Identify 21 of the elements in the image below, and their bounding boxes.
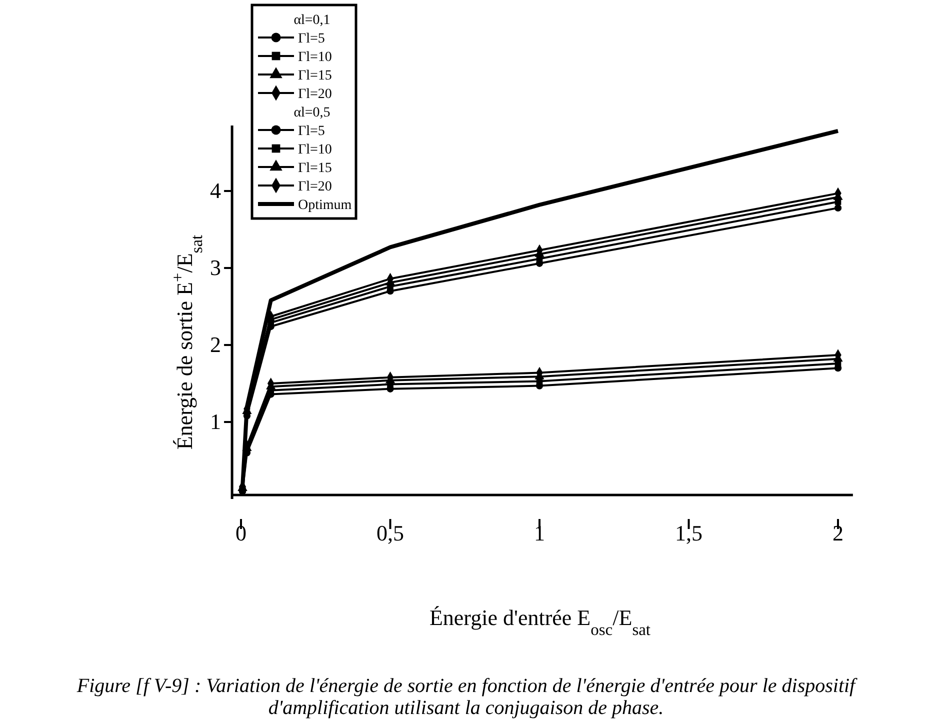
text: Figure [f V-9] : Variation de l'énergie de sortie en fonction de l'énergie d'entrée pour le dispositif d'amplification utilisant la conjugaison de phase. [76,675,858,719]
y-tick-label: 1 [210,409,222,434]
legend-label: Γl=10 [298,142,332,158]
text: αl=0,1 [294,13,330,28]
y-tick-label: 4 [210,178,222,204]
x-tick-label: 1,5 [675,520,702,546]
y-tick-label: 3 [210,255,222,280]
legend-label: Γl=5 [298,32,325,46]
x-tick-label: 0,5 [376,520,404,546]
legend-label: Γl=10 [298,50,332,65]
text: αl=0,5 [294,106,330,120]
legend-label: Optimum [298,198,352,213]
legend-label: Γl=15 [298,68,332,84]
x-tick-label: 2 [832,520,844,546]
x-axis-title: Énergie d'entrée E$_{osc}$/E$_{sat}$ [429,605,651,638]
legend-label: Γl=20 [298,87,332,102]
x-tick-label: 0 [236,520,246,546]
legend-label: Γl=5 [298,124,325,139]
legend-label: Γl=15 [298,161,332,176]
legend-label: Γl=20 [298,180,332,194]
y-tick-label: 2 [210,332,222,358]
